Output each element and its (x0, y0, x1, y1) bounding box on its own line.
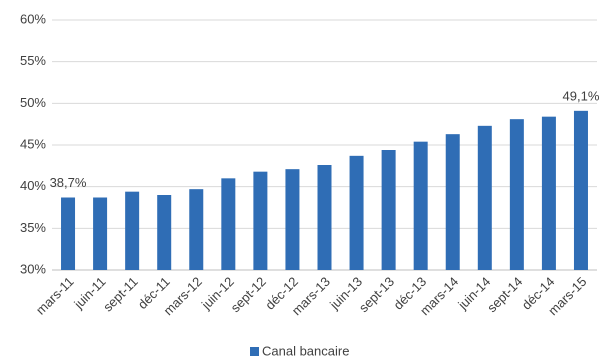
legend-label: Canal bancaire (262, 343, 349, 358)
bar (93, 197, 108, 270)
y-tick-label: 35% (20, 220, 46, 235)
legend-swatch (250, 347, 259, 356)
bar (541, 116, 556, 271)
bar (221, 178, 236, 270)
bar (253, 171, 268, 270)
y-tick-label: 40% (20, 178, 46, 193)
x-tick-label: sept-13 (356, 274, 397, 315)
y-tick-label: 50% (20, 95, 46, 110)
bar (445, 134, 460, 270)
bar (189, 189, 204, 270)
y-tick-label: 60% (20, 11, 46, 26)
y-tick-label: 30% (20, 261, 46, 276)
bar (573, 110, 588, 270)
bar (317, 165, 332, 270)
bar (349, 155, 364, 270)
x-tick-label: sept-11 (100, 274, 141, 315)
y-tick-label: 55% (20, 53, 46, 68)
bar (413, 141, 428, 270)
bar (477, 125, 492, 270)
bar (381, 150, 396, 270)
bar (157, 195, 172, 270)
data-label: 49,1% (563, 88, 600, 103)
bar (61, 197, 76, 270)
data-label: 38,7% (50, 175, 87, 190)
bar (285, 169, 300, 270)
y-tick-label: 45% (20, 136, 46, 151)
bar (125, 191, 140, 270)
x-tick-label: mars-11 (33, 274, 77, 318)
x-tick-label: sept-14 (484, 274, 525, 315)
x-tick-label: sept-12 (228, 274, 269, 315)
bar (509, 119, 524, 271)
